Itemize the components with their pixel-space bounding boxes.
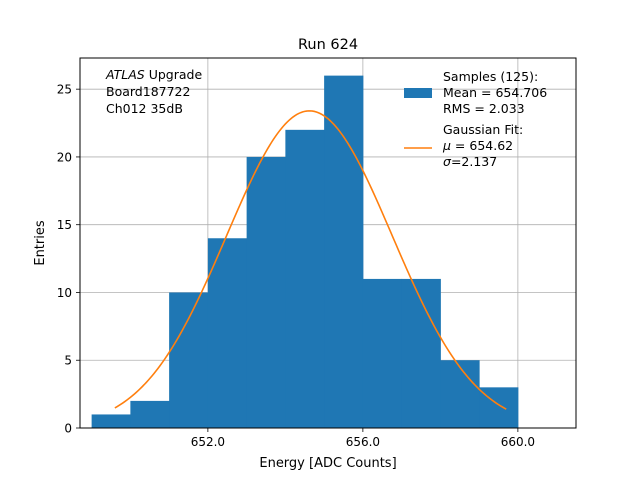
y-tick-label-3: 15 [57,218,72,232]
legend-samples-line-2: RMS = 2.033 [443,101,525,116]
histogram-bar-7 [362,278,403,428]
x-tick-label-0: 652.0 [191,435,225,449]
legend-fit-line-2: σ=2.137 [443,154,497,169]
x-tick-label-1: 656.0 [346,435,380,449]
histogram-bar-5 [285,129,325,429]
y-tick-label-0: 0 [64,422,72,436]
legend-fit-line-0: Gaussian Fit: [443,122,523,137]
annotation-line-2: Ch012 35dB [106,101,183,116]
histogram-bar-1 [130,400,170,428]
x-tick-label-2: 660.0 [501,435,535,449]
annotation-line-0: ATLAS Upgrade [105,67,202,82]
gaussian-fit-curve [114,110,507,410]
histogram-bars [91,75,519,429]
histogram-bar-3 [207,238,248,428]
histogram-bar-10 [479,387,519,428]
histogram-bar-0 [91,414,131,428]
x-axis-label: Energy [ADC Counts] [259,456,396,471]
legend-samples-line-1: Mean = 654.706 [443,85,547,100]
legend-samples-swatch [404,88,432,98]
histogram-bar-9 [440,360,480,428]
y-tick-label-2: 10 [57,286,72,300]
y-axis-label: Entries [33,220,48,266]
histogram-bar-8 [401,278,441,428]
annotation-line-1: Board187722 [106,84,190,99]
y-tick-label-5: 25 [57,83,72,97]
legend-samples-line-0: Samples (125): [443,69,538,84]
legend-fit-line-1: μ = 654.62 [442,138,513,153]
atlas-annotation: ATLAS Upgrade Board187722 Ch012 35dB [105,67,202,116]
chart-title: Run 624 [298,37,358,53]
histogram-bar-2 [169,292,209,428]
y-tick-label-4: 20 [57,150,72,164]
histogram-bar-4 [246,156,286,428]
legend: Samples (125): Mean = 654.706 RMS = 2.03… [404,69,547,169]
plot-frame [79,57,577,429]
axis-ticks: 652.0 656.0 660.0 0 5 10 15 20 25 [57,83,535,449]
y-tick-label-1: 5 [64,354,72,368]
histogram-bar-6 [324,75,364,428]
